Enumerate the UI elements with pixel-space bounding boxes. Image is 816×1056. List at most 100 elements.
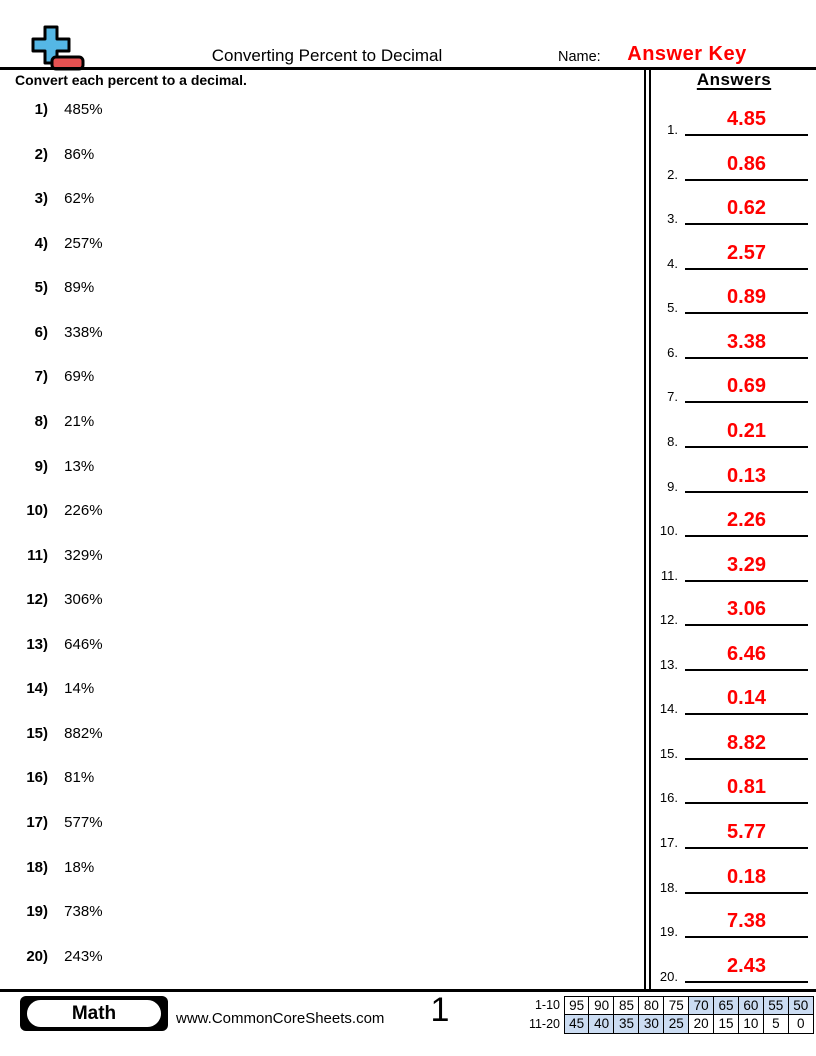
problem-row: 16) 81% [20, 769, 620, 814]
answer-blank-line: 0.81 [685, 770, 808, 805]
answer-number: 8. [667, 433, 678, 449]
answer-number: 6. [667, 344, 678, 360]
grade-cell: 30 [638, 1014, 665, 1034]
problem-row: 5) 89% [20, 279, 620, 324]
problem-value: 21% [64, 412, 95, 430]
answer-number: 5. [667, 300, 678, 316]
answer-number: 3. [667, 211, 678, 227]
answer-value: 2.57 [727, 241, 766, 264]
grade-cell: 65 [712, 996, 740, 1016]
problem-list: 1) 485% 2) 86% 3) 62% 4) 257% 5) 89% [20, 101, 620, 992]
problem-row: 7) 69% [20, 368, 620, 413]
footer-divider [0, 989, 816, 992]
answer-row: 5. 0.89 [652, 278, 816, 323]
answer-row: 6. 3.38 [652, 323, 816, 368]
worksheet-title: Converting Percent to Decimal [211, 46, 443, 65]
answer-row: 12. 3.06 [652, 590, 816, 635]
grade-cell: 20 [687, 1014, 715, 1034]
answer-value: 0.81 [727, 776, 766, 799]
grade-cell: 60 [737, 996, 765, 1016]
answer-number: 7. [667, 389, 678, 405]
page-number: 1 [430, 991, 450, 1029]
answer-blank-line: 0.13 [685, 459, 808, 493]
answer-number: 2. [667, 166, 678, 182]
grade-cell: 85 [613, 996, 640, 1016]
problem-row: 15) 882% [20, 725, 620, 770]
problem-value: 243% [64, 947, 103, 965]
answer-number: 17. [659, 835, 678, 850]
answer-value: 0.14 [727, 687, 766, 710]
answer-row: 20. 2.43 [652, 947, 816, 992]
answer-row: 10. 2.26 [652, 501, 816, 546]
grade-cell: 50 [787, 996, 814, 1016]
problem-value: 14% [64, 680, 95, 698]
problem-row: 19) 738% [20, 903, 620, 948]
grade-cell: 70 [687, 996, 715, 1016]
problem-value: 738% [64, 903, 103, 921]
grading-row-2: 45 40 35 30 25 20 15 10 5 0 [563, 1014, 814, 1034]
answer-blank-line: 0.62 [685, 191, 808, 226]
answer-number: 12. [659, 612, 678, 628]
grade-cell: 0 [787, 1014, 814, 1034]
answer-number: 13. [659, 656, 678, 672]
answer-number: 20. [659, 968, 678, 984]
answer-number: 1. [667, 122, 678, 137]
answer-value: 3.38 [727, 330, 766, 353]
problem-row: 13) 646% [20, 636, 620, 681]
answer-number: 15. [659, 745, 678, 761]
grade-row-labels: 1-10 11-20 [500, 996, 560, 1033]
problem-value: 226% [64, 502, 103, 520]
problem-number: 15) [26, 724, 48, 742]
answer-value: 8.82 [727, 731, 766, 754]
problem-number: 19) [26, 903, 48, 921]
grade-cell: 80 [638, 996, 665, 1016]
problem-row: 2) 86% [20, 146, 620, 191]
answer-blank-line: 0.18 [685, 860, 808, 894]
website-url: www.CommonCoreSheets.com [176, 1010, 385, 1027]
answer-value: 7.38 [727, 910, 766, 933]
problem-value: 882% [64, 724, 103, 742]
problem-row: 10) 226% [20, 502, 620, 547]
grade-cell: 25 [663, 1014, 690, 1034]
problem-value: 577% [64, 814, 103, 831]
problem-number: 12) [26, 591, 48, 609]
answer-row: 19. 7.38 [652, 902, 816, 947]
problem-value: 329% [64, 546, 103, 564]
answer-value: 0.18 [727, 865, 766, 888]
problem-number: 1) [34, 101, 48, 118]
problem-row: 3) 62% [20, 190, 620, 235]
problem-row: 12) 306% [20, 591, 620, 636]
answer-number: 18. [659, 879, 678, 895]
answer-blank-line: 2.26 [685, 503, 808, 538]
problem-row: 17) 577% [20, 814, 620, 859]
answer-row: 13. 6.46 [652, 635, 816, 680]
answer-blank-line: 3.06 [685, 592, 808, 627]
instruction-text: Convert each percent to a decimal. [15, 72, 247, 88]
problem-row: 9) 13% [20, 458, 620, 503]
answer-blank-line: 3.38 [685, 325, 808, 359]
problem-number: 2) [34, 145, 48, 163]
problem-number: 18) [26, 858, 48, 876]
answer-number: 19. [659, 924, 678, 940]
grade-cell: 90 [588, 996, 615, 1016]
grade-cell: 75 [663, 996, 690, 1016]
problem-number: 6) [34, 323, 48, 341]
answer-value: 3.06 [727, 598, 766, 621]
answer-blank-line: 0.69 [685, 369, 808, 404]
problem-row: 6) 338% [20, 324, 620, 369]
grade-cell: 45 [563, 1014, 590, 1034]
grade-row1-label: 1-10 [534, 998, 560, 1012]
answer-key-text: Answer Key [627, 43, 747, 65]
answer-row: 14. 0.14 [652, 679, 816, 724]
problem-value: 69% [64, 368, 95, 386]
problem-value: 306% [64, 591, 103, 609]
subject-badge: Math [20, 996, 168, 1031]
answer-number: 16. [659, 790, 678, 806]
answer-number: 9. [667, 478, 678, 494]
grade-cell: 55 [762, 996, 790, 1016]
answer-value: 0.21 [727, 419, 766, 442]
grading-row-1: 95 90 85 80 75 70 65 60 55 50 [563, 996, 814, 1016]
answer-blank-line: 0.21 [685, 414, 808, 448]
grade-cell: 35 [613, 1014, 640, 1034]
